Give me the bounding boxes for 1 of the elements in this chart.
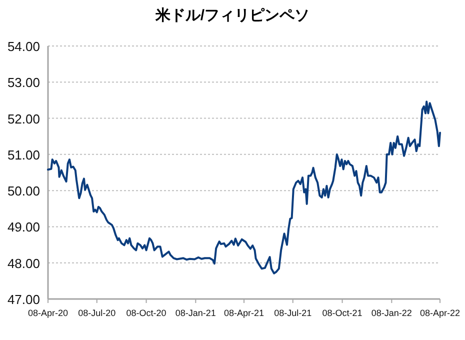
title: 米ドル/フィリピンペソ bbox=[155, 7, 310, 24]
